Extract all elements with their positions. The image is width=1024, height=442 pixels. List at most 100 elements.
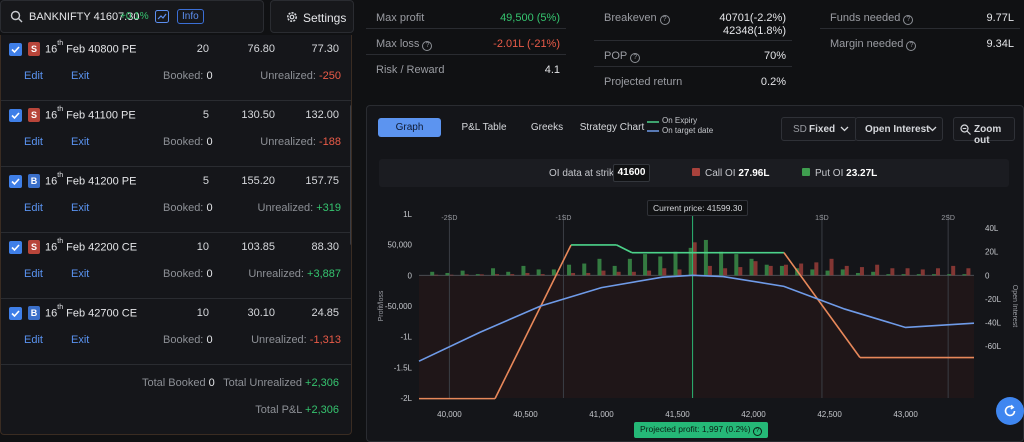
margin-needed-row: Margin needed? 9.34L — [830, 38, 1014, 51]
refresh-button[interactable] — [996, 397, 1024, 425]
leg-checkbox[interactable] — [9, 109, 22, 122]
oi-strike-input[interactable]: 41600 — [613, 164, 650, 182]
leg-entry-price: 103.85 — [241, 241, 275, 253]
leg-edit-link[interactable]: Edit — [24, 70, 43, 82]
help-icon[interactable]: ? — [903, 15, 914, 25]
put-oi-bar — [916, 274, 921, 276]
y-tick-label: -1.5L — [394, 363, 413, 372]
expiry-payoff-segment — [616, 244, 633, 254]
leg-exit-link[interactable]: Exit — [71, 268, 90, 280]
leg-ltp: 157.75 — [305, 175, 339, 187]
zoom-out-button[interactable]: Zoom out — [953, 117, 1015, 146]
put-oi-bar — [673, 251, 678, 276]
trend-chart-icon[interactable] — [155, 10, 169, 23]
put-oi-bar — [627, 258, 632, 276]
call-oi-bar — [768, 265, 773, 276]
y2-tick-label: 40L — [985, 224, 999, 233]
leg-exit-link[interactable]: Exit — [71, 202, 90, 214]
zoom-out-icon — [960, 124, 971, 135]
leg-quantity: 10 — [196, 241, 209, 253]
leg-checkbox[interactable] — [9, 307, 22, 320]
leg-edit-link[interactable]: Edit — [24, 334, 43, 346]
help-icon[interactable]: ? — [752, 427, 762, 436]
leg-exit-link[interactable]: Exit — [71, 70, 90, 82]
call-oi-bar — [875, 264, 880, 276]
y2-tick-label: -40L — [985, 319, 1002, 328]
leg-exit-link[interactable]: Exit — [71, 334, 90, 346]
leg-edit-link[interactable]: Edit — [24, 136, 43, 148]
put-oi-bar — [445, 272, 450, 276]
leg-instrument: 16th Feb 42200 CE — [45, 238, 138, 254]
current-price-label: Current price: 41599.30 — [647, 200, 749, 216]
tab-greeks[interactable]: Greeks — [530, 122, 564, 133]
y2-tick-label: -20L — [985, 295, 1002, 304]
max-profit-row: Max profit 49,500 (5%) — [366, 3, 566, 29]
call-oi-bar — [935, 268, 940, 276]
projected-return-row: Projected return 0.2% — [604, 76, 786, 88]
put-oi-bar — [658, 256, 663, 276]
settings-label: Settings — [303, 11, 347, 25]
chevron-down-icon — [840, 126, 849, 132]
leg-side-badge: S — [28, 108, 40, 122]
leg-checkbox[interactable] — [9, 241, 22, 254]
call-oi-bar — [677, 269, 682, 276]
projected-profit-badge: Projected profit: 1,997 (0.2%) ? — [634, 422, 768, 438]
search-icon — [10, 10, 23, 23]
expiry-payoff-segment — [783, 252, 861, 358]
put-oi-bar — [567, 264, 572, 276]
tab-graph[interactable]: Graph — [378, 118, 441, 137]
legs-scrollbar[interactable] — [350, 105, 351, 245]
call-oi-bar — [586, 272, 591, 276]
tab-pnl-table[interactable]: P&L Table — [461, 122, 507, 133]
sd-selector[interactable]: SD Fixed — [781, 117, 857, 141]
put-oi-bar — [536, 269, 541, 276]
y-tick-label: 1L — [403, 210, 412, 219]
put-oi: Put OI 23.27L — [802, 168, 877, 179]
help-icon[interactable]: ? — [422, 41, 433, 51]
leg-edit-link[interactable]: Edit — [24, 268, 43, 280]
x-tick-label: 40,500 — [513, 410, 538, 419]
y-tick-label: -2L — [400, 394, 412, 403]
call-oi-bar — [890, 268, 895, 276]
leg-side-badge: S — [28, 240, 40, 254]
leg-row: S 16th Feb 40800 PE 20 76.80 77.30 Edit Exit Bo… — [1, 35, 351, 101]
leg-entry-price: 30.10 — [247, 307, 275, 319]
risk-reward-row: Risk / Reward 4.1 — [376, 64, 560, 76]
call-oi-bar — [434, 274, 439, 276]
leg-edit-link[interactable]: Edit — [24, 202, 43, 214]
leg-checkbox[interactable] — [9, 43, 22, 56]
put-oi-bar — [871, 271, 876, 276]
legend-on-target: On target date — [662, 126, 714, 135]
breakeven-row: Breakeven? 40701(-2.2%) 42348(1.8%) — [594, 3, 792, 41]
leg-ltp: 88.30 — [311, 241, 339, 253]
put-oi-bar — [962, 274, 967, 276]
leg-booked: Booked: 0 — [163, 136, 213, 148]
sd-label: -2SD — [441, 215, 457, 222]
put-oi-bar — [825, 270, 830, 276]
help-icon[interactable]: ? — [906, 41, 917, 51]
leg-side-badge: B — [28, 174, 40, 188]
call-oi-bar — [951, 265, 956, 276]
pop-row: POP? 70% — [594, 41, 792, 67]
leg-checkbox[interactable] — [9, 175, 22, 188]
help-icon[interactable]: ? — [659, 15, 670, 25]
graph-tabs: Graph P&L Table Greeks Strategy Chart — [378, 118, 708, 138]
call-oi-bar — [631, 271, 636, 276]
ticker-bar[interactable]: BANKNIFTY 41607.30 +0.1% Info — [0, 0, 264, 33]
total-booked: Total Booked 0 — [142, 377, 215, 389]
put-oi-bar — [521, 265, 526, 276]
put-oi-bar — [582, 263, 587, 276]
call-oi-bar — [510, 274, 515, 276]
settings-button[interactable]: Settings — [270, 0, 354, 33]
payoff-chart[interactable]: -2SD -1SD 1SD 2SD 1L 50,000 0 -50,000 -1L -1.5L -2… — [367, 206, 1023, 424]
help-icon[interactable]: ? — [630, 53, 641, 63]
call-oi-bar — [799, 263, 804, 276]
total-pnl: Total P&L +2,306 — [255, 404, 339, 416]
leg-exit-link[interactable]: Exit — [71, 136, 90, 148]
call-oi-bar — [464, 274, 469, 276]
put-oi-bar — [551, 269, 556, 276]
put-oi-bar — [703, 239, 708, 276]
open-interest-selector[interactable]: Open Interest — [855, 117, 943, 141]
info-button[interactable]: Info — [177, 9, 204, 24]
tab-strategy-chart[interactable]: Strategy Chart — [579, 122, 645, 133]
